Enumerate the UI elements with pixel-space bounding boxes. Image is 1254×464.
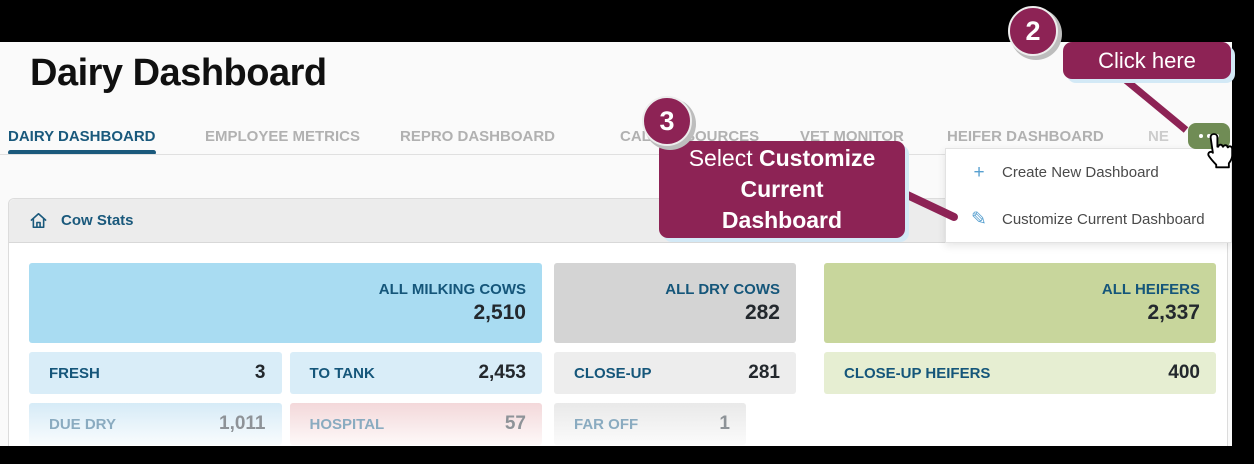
stat-cell-fresh[interactable]: FRESH 3 [29, 352, 282, 394]
tab-ne[interactable]: NE [1148, 128, 1169, 145]
stat-value: 1 [719, 413, 730, 434]
stat-row: FAR OFF 1 [554, 403, 796, 445]
step-3-badge: 3 [642, 96, 692, 146]
stat-cell-hospital[interactable]: HOSPITAL 57 [289, 403, 542, 445]
stat-label: CLOSE-UP HEIFERS [844, 364, 991, 382]
menu-item-create-new-dashboard[interactable]: + Create New Dashboard [946, 149, 1231, 196]
stat-label: FAR OFF [574, 415, 639, 433]
app-window: Dairy Dashboard DAIRY DASHBOARD EMPLOYEE … [0, 42, 1232, 446]
stat-label: HOSPITAL [309, 415, 385, 433]
stat-cell-far-off[interactable]: FAR OFF 1 [554, 403, 746, 445]
stat-value: 2,337 [1147, 301, 1200, 324]
stat-label: FRESH [49, 364, 100, 382]
stat-column: ALL DRY COWS 282 CLOSE-UP 281 FAR OFF 1 [554, 263, 796, 445]
stat-value: 57 [504, 413, 526, 434]
menu-item-customize-current-dashboard[interactable]: ✎ Customize Current Dashboard [946, 196, 1231, 243]
stat-cell-close-up-heifers[interactable]: CLOSE-UP HEIFERS 400 [824, 352, 1216, 394]
stat-label: CLOSE-UP [574, 364, 652, 382]
cow-stats-panel: Cow Stats ALL MILKING COWS 2,510 FRESH 3 TO … [8, 198, 1228, 446]
click-here-callout: Click here [1063, 42, 1231, 79]
callout-text-line: Select Customize [688, 145, 876, 171]
callout-text-line: Current [740, 176, 824, 202]
stat-row: FRESH 3 TO TANK 2,453 [29, 352, 542, 394]
ellipsis-icon [1199, 134, 1203, 138]
stat-label: ALL HEIFERS [1101, 281, 1200, 298]
tab-dairy-dashboard[interactable]: DAIRY DASHBOARD [8, 128, 156, 155]
callout-text-line: Dashboard [721, 207, 843, 233]
stat-value: 282 [744, 301, 780, 324]
pencil-icon: ✎ [971, 209, 987, 230]
stat-value: 2,453 [478, 362, 526, 383]
stat-cell-to-tank[interactable]: TO TANK 2,453 [289, 352, 542, 394]
cursor-hand-icon [1201, 132, 1232, 177]
stat-label: ALL MILKING COWS [378, 281, 526, 298]
menu-item-label: Customize Current Dashboard [1002, 211, 1205, 228]
stat-row: DUE DRY 1,011 HOSPITAL 57 [29, 403, 542, 445]
tab-repro-dashboard[interactable]: REPRO DASHBOARD [400, 128, 556, 145]
stat-card-all-heifers[interactable]: ALL HEIFERS 2,337 [824, 263, 1216, 343]
step-2-badge: 2 [1008, 6, 1058, 56]
stat-value: 3 [254, 362, 266, 383]
page-title: Dairy Dashboard [30, 52, 327, 94]
cow-stats-grid: ALL MILKING COWS 2,510 FRESH 3 TO TANK 2,453 D… [29, 263, 1216, 445]
stat-value: 400 [1168, 362, 1200, 383]
stat-label: DUE DRY [49, 415, 116, 433]
stat-cell-due-dry[interactable]: DUE DRY 1,011 [29, 403, 282, 445]
menu-item-label: Create New Dashboard [1002, 164, 1159, 181]
stat-value: 2,510 [473, 301, 526, 324]
tab-heifer-dashboard[interactable]: HEIFER DASHBOARD [947, 128, 1104, 145]
stat-value: 281 [748, 362, 780, 383]
home-icon [29, 211, 48, 230]
tab-vet-monitor[interactable]: VET MONITOR [800, 128, 904, 145]
dashboard-options-menu: + Create New Dashboard ✎ Customize Current … [945, 148, 1232, 243]
stat-value: 1,011 [219, 413, 266, 434]
plus-icon: + [973, 161, 985, 183]
select-customize-callout: Select Customize Current Dashboard [659, 141, 905, 238]
tabbar-divider [0, 154, 1232, 155]
stat-column: ALL HEIFERS 2,337 CLOSE-UP HEIFERS 400 [824, 263, 1216, 445]
stat-card-all-milking-cows[interactable]: ALL MILKING COWS 2,510 [29, 263, 542, 343]
stat-row: CLOSE-UP 281 [554, 352, 796, 394]
panel-title: Cow Stats [61, 212, 134, 229]
stat-label: ALL DRY COWS [665, 281, 780, 298]
tab-employee-metrics[interactable]: EMPLOYEE METRICS [205, 128, 361, 145]
stat-row: CLOSE-UP HEIFERS 400 [824, 352, 1216, 394]
stat-card-all-dry-cows[interactable]: ALL DRY COWS 282 [554, 263, 796, 343]
stat-label: TO TANK [309, 364, 375, 382]
stat-column: ALL MILKING COWS 2,510 FRESH 3 TO TANK 2,453 D… [29, 263, 542, 445]
stat-cell-close-up[interactable]: CLOSE-UP 281 [554, 352, 796, 394]
